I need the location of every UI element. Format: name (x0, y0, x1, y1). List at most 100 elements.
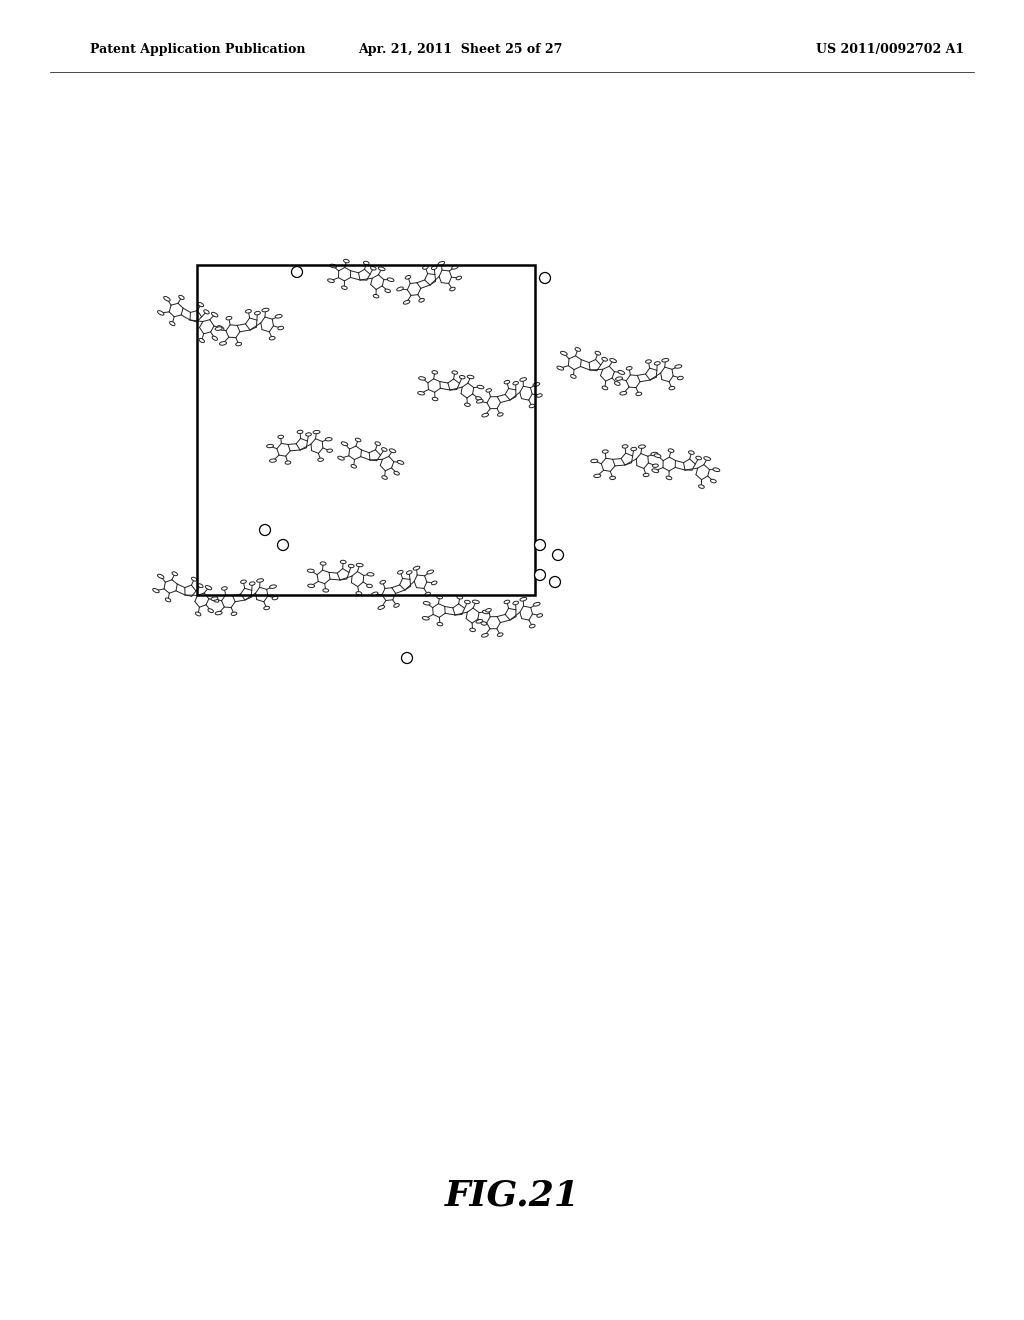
Ellipse shape (614, 381, 621, 385)
Ellipse shape (196, 612, 201, 616)
Ellipse shape (327, 449, 333, 453)
Ellipse shape (560, 351, 567, 355)
Ellipse shape (669, 387, 675, 389)
Ellipse shape (278, 326, 284, 330)
Ellipse shape (481, 634, 488, 638)
Ellipse shape (460, 375, 465, 379)
Ellipse shape (711, 479, 716, 483)
Ellipse shape (678, 376, 683, 380)
Ellipse shape (470, 628, 475, 631)
Ellipse shape (246, 309, 251, 313)
Ellipse shape (485, 609, 492, 612)
Ellipse shape (450, 288, 456, 290)
Ellipse shape (651, 453, 657, 455)
Ellipse shape (713, 467, 720, 471)
Ellipse shape (389, 449, 396, 453)
Ellipse shape (165, 598, 171, 602)
Ellipse shape (211, 597, 218, 601)
Ellipse shape (356, 591, 361, 595)
Ellipse shape (278, 436, 284, 438)
Ellipse shape (269, 337, 275, 341)
Ellipse shape (602, 450, 608, 453)
Ellipse shape (170, 321, 175, 326)
Ellipse shape (623, 445, 628, 447)
Ellipse shape (307, 585, 314, 587)
Ellipse shape (382, 447, 387, 451)
Ellipse shape (617, 371, 625, 375)
Ellipse shape (328, 279, 334, 282)
Ellipse shape (385, 289, 390, 293)
Ellipse shape (305, 433, 311, 436)
Ellipse shape (476, 619, 482, 623)
Ellipse shape (662, 359, 669, 362)
Ellipse shape (520, 598, 526, 601)
Ellipse shape (498, 413, 503, 416)
Ellipse shape (221, 587, 227, 590)
Ellipse shape (348, 565, 354, 568)
Ellipse shape (378, 606, 385, 610)
Ellipse shape (330, 264, 337, 268)
Ellipse shape (191, 577, 197, 581)
Ellipse shape (423, 602, 430, 605)
Ellipse shape (645, 360, 651, 363)
Ellipse shape (465, 601, 470, 603)
Ellipse shape (423, 265, 428, 269)
Ellipse shape (393, 603, 399, 607)
Ellipse shape (703, 457, 711, 461)
Ellipse shape (418, 392, 425, 395)
Ellipse shape (406, 276, 411, 279)
Ellipse shape (254, 312, 260, 315)
Ellipse shape (482, 413, 488, 417)
Ellipse shape (326, 438, 332, 441)
Ellipse shape (422, 616, 429, 620)
Ellipse shape (594, 474, 601, 478)
Ellipse shape (317, 458, 324, 462)
Ellipse shape (419, 298, 424, 302)
Circle shape (550, 577, 560, 587)
Ellipse shape (534, 602, 540, 606)
Ellipse shape (297, 430, 303, 433)
Ellipse shape (432, 397, 438, 401)
Ellipse shape (164, 297, 170, 301)
Ellipse shape (364, 261, 369, 265)
Ellipse shape (356, 564, 364, 566)
Ellipse shape (373, 294, 379, 298)
Ellipse shape (375, 442, 381, 445)
Ellipse shape (272, 597, 278, 599)
Ellipse shape (419, 376, 425, 380)
Circle shape (553, 549, 563, 561)
Ellipse shape (378, 267, 385, 271)
Ellipse shape (307, 569, 314, 573)
Ellipse shape (367, 585, 373, 587)
Ellipse shape (407, 570, 412, 574)
Ellipse shape (486, 388, 492, 392)
Ellipse shape (431, 581, 437, 585)
Ellipse shape (264, 606, 269, 610)
Ellipse shape (382, 475, 387, 479)
Ellipse shape (476, 400, 483, 403)
Ellipse shape (529, 624, 536, 628)
Ellipse shape (602, 385, 607, 389)
Ellipse shape (198, 583, 203, 587)
Ellipse shape (199, 338, 205, 343)
Ellipse shape (241, 579, 247, 583)
Ellipse shape (669, 449, 674, 453)
Circle shape (535, 569, 546, 581)
Ellipse shape (413, 566, 420, 570)
Ellipse shape (609, 477, 615, 479)
Ellipse shape (427, 570, 433, 574)
Ellipse shape (215, 611, 222, 615)
Ellipse shape (372, 591, 378, 595)
Ellipse shape (654, 362, 660, 366)
Ellipse shape (219, 342, 226, 345)
Ellipse shape (266, 445, 273, 447)
Ellipse shape (457, 595, 463, 599)
Ellipse shape (482, 610, 489, 614)
Text: Apr. 21, 2011  Sheet 25 of 27: Apr. 21, 2011 Sheet 25 of 27 (357, 44, 562, 57)
Ellipse shape (437, 595, 442, 599)
Ellipse shape (513, 381, 518, 385)
Ellipse shape (631, 447, 637, 450)
Text: US 2011/0092702 A1: US 2011/0092702 A1 (816, 44, 964, 57)
Ellipse shape (432, 371, 437, 374)
Ellipse shape (340, 560, 346, 564)
